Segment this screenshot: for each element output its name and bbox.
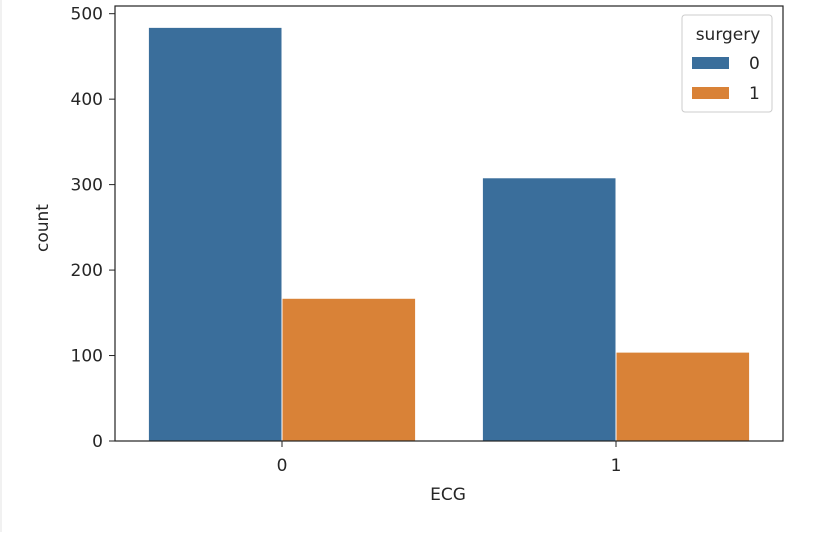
legend-label-0: 0	[749, 54, 760, 74]
plot-frame	[114, 5, 784, 442]
bar-0-series-1	[281, 297, 417, 442]
legend-title: surgery	[696, 25, 761, 45]
bar-0-series-0	[147, 26, 283, 442]
legend-swatch-1	[692, 87, 729, 99]
bar-1-series-0	[481, 177, 617, 442]
bar-1-series-1	[615, 351, 751, 442]
bars	[147, 26, 751, 442]
x-tick-label: 0	[277, 456, 288, 476]
y-tick-label: 300	[71, 176, 103, 196]
y-tick-label: 500	[71, 5, 103, 25]
y-tick-label: 400	[71, 90, 103, 110]
y-tick-label: 0	[92, 432, 103, 452]
y-tick-label: 100	[71, 347, 103, 367]
legend-label-1: 1	[749, 84, 760, 104]
x-tick-label: 1	[611, 456, 622, 476]
y-axis-label: count	[33, 204, 53, 252]
y-tick-label: 200	[71, 261, 103, 281]
x-axis-label: ECG	[430, 485, 466, 505]
legend: surgery 0 1	[681, 14, 773, 113]
y-axis-ticks: 0 100 200 300 400 500	[71, 5, 115, 452]
legend-swatch-0	[692, 57, 729, 69]
